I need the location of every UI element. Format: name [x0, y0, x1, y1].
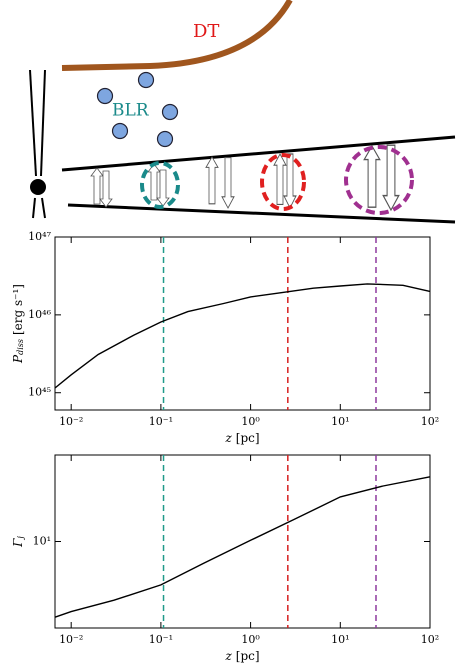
- x-tick-label: 10⁰: [241, 415, 260, 428]
- data-line: [54, 476, 431, 618]
- jet-walls: [61, 135, 456, 224]
- x-tick-label: 10⁻²: [59, 415, 83, 428]
- black-hole-jets: [29, 69, 46, 219]
- x-tick-label: 10⁻¹: [149, 415, 173, 428]
- x-tick-label: 10⁻¹: [149, 633, 173, 646]
- dt-label: DT: [193, 21, 219, 42]
- x-tick-label: 10⁻²: [59, 633, 83, 646]
- x-tick-label: 10¹: [331, 415, 349, 428]
- blr-clouds: [96, 71, 179, 148]
- x-label-symbol: z: [224, 649, 232, 663]
- x-axis-label: z [pc]: [224, 431, 259, 445]
- y-label-subscript: diss: [16, 339, 25, 355]
- plot-frame: [54, 236, 431, 411]
- chart-panel: 10⁻² 10⁻¹ 10⁰ 10¹ 10² 10⁴⁵ 10⁴⁶ 10⁴⁷ z [pc] Pdiss […: [11, 230, 440, 445]
- chart-panel: 10⁻² 10⁻¹ 10⁰ 10¹ 10² 10¹ z [pc] Γj: [11, 454, 439, 663]
- y-label-unit: [erg s⁻¹]: [11, 284, 25, 335]
- x-tick-label: 10¹: [331, 633, 349, 646]
- x-label-unit: [pc]: [236, 431, 260, 445]
- y-tick-label: 10⁴⁷: [28, 230, 51, 243]
- x-axis-label: z [pc]: [224, 649, 259, 663]
- x-tick-label: 10⁰: [241, 633, 260, 646]
- y-label-symbol: Γ: [11, 538, 25, 548]
- y-label-subscript: j: [16, 536, 25, 541]
- y-tick-label: 10⁴⁶: [28, 308, 51, 321]
- x-label-symbol: z: [224, 431, 232, 445]
- y-axis-label: Γj: [11, 536, 26, 548]
- plot-frame: [54, 454, 431, 629]
- x-tick-label: 10²: [421, 415, 439, 428]
- y-label-symbol: P: [11, 354, 25, 364]
- data-line: [54, 283, 431, 389]
- emission-regions: [140, 145, 414, 215]
- blr-label: BLR: [112, 101, 150, 121]
- y-tick-label: 10⁴⁵: [28, 386, 51, 399]
- black-hole: [30, 179, 46, 195]
- jet-diagram: DT BLR: [29, 0, 456, 224]
- y-axis-label: Pdiss [erg s⁻¹]: [11, 284, 26, 364]
- y-tick-label: 10¹: [33, 535, 51, 548]
- dusty-torus: [61, 0, 293, 71]
- x-label-unit: [pc]: [236, 649, 260, 663]
- x-tick-label: 10²: [421, 633, 439, 646]
